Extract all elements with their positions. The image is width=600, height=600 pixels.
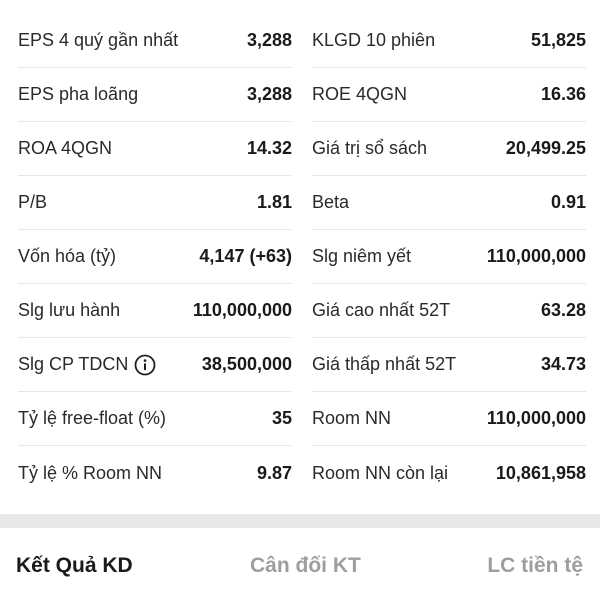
stat-row-foreign-room: Room NN 110,000,000	[312, 392, 586, 446]
stat-label: Giá cao nhất 52T	[312, 300, 451, 320]
stat-label: Beta	[312, 192, 350, 212]
stock-stats-panel: EPS 4 quý gần nhất 3,288 EPS pha loãng 3…	[18, 0, 586, 502]
stat-row-beta: Beta 0.91	[312, 176, 586, 230]
stat-value: 34.73	[540, 354, 586, 374]
stat-value: 14.32	[246, 138, 292, 158]
stat-row-free-float-pct: Tỷ lệ free-float (%) 35	[18, 392, 292, 446]
info-circle-icon[interactable]	[134, 354, 156, 376]
stat-row-free-float-shares: Slg CP TDCN 38,500,000	[18, 338, 292, 392]
stat-row-52w-high: Giá cao nhất 52T 63.28	[312, 284, 586, 338]
stat-row-market-cap: Vốn hóa (tỷ) 4,147 (+63)	[18, 230, 292, 284]
stat-label: ROA 4QGN	[18, 138, 113, 158]
stat-value: 9.87	[256, 462, 292, 483]
stat-row-listed: Slg niêm yết 110,000,000	[312, 230, 586, 284]
stat-value: 20,499.25	[505, 138, 586, 158]
tab-business-results[interactable]: Kết Quả KD	[16, 554, 133, 577]
stat-row-roe: ROE 4QGN 16.36	[312, 68, 586, 122]
stat-row-pb: P/B 1.81	[18, 176, 292, 230]
stat-label: EPS pha loãng	[18, 84, 139, 104]
stat-label: P/B	[18, 192, 48, 212]
stat-value: 16.36	[540, 84, 586, 104]
stat-value: 110,000,000	[486, 408, 586, 428]
stat-label: Slg niêm yết	[312, 246, 412, 266]
stat-row-volume-10: KLGD 10 phiên 51,825	[312, 0, 586, 68]
stat-value: 35	[271, 408, 292, 428]
stat-value: 4,147 (+63)	[199, 246, 292, 266]
stat-label: Room NN	[312, 408, 392, 428]
stat-value: 51,825	[530, 30, 586, 50]
stat-label: Tỷ lệ % Room NN	[18, 462, 163, 483]
stat-row-book-value: Giá trị sổ sách 20,499.25	[312, 122, 586, 176]
stat-label-with-info: Slg CP TDCN	[18, 354, 156, 376]
section-separator	[0, 514, 600, 528]
stat-value: 63.28	[540, 300, 586, 320]
stat-value: 1.81	[256, 192, 292, 212]
stat-label: Giá trị sổ sách	[312, 138, 428, 158]
stat-label: Slg lưu hành	[18, 300, 121, 320]
stat-value: 3,288	[246, 84, 292, 104]
tab-cash-flow[interactable]: LC tiền tệ	[487, 554, 583, 577]
stat-row-roa: ROA 4QGN 14.32	[18, 122, 292, 176]
stat-label: Vốn hóa (tỷ)	[18, 246, 117, 266]
financial-tabs: Kết Quả KD Cân đối KT LC tiền tệ	[0, 528, 600, 600]
stat-label: EPS 4 quý gần nhất	[18, 30, 179, 50]
stats-column-right: KLGD 10 phiên 51,825 ROE 4QGN 16.36 Giá …	[312, 0, 586, 502]
stat-row-foreign-room-remaining: Room NN còn lại 10,861,958	[312, 446, 586, 500]
stat-label: Tỷ lệ free-float (%)	[18, 408, 167, 428]
stat-value: 110,000,000	[486, 246, 586, 266]
stat-label: KLGD 10 phiên	[312, 30, 436, 50]
stats-column-left: EPS 4 quý gần nhất 3,288 EPS pha loãng 3…	[18, 0, 292, 502]
stat-value: 0.91	[550, 192, 586, 212]
stat-row-outstanding: Slg lưu hành 110,000,000	[18, 284, 292, 338]
stat-label: Giá thấp nhất 52T	[312, 354, 457, 374]
stat-row-eps-diluted: EPS pha loãng 3,288	[18, 68, 292, 122]
stat-value: 3,288	[246, 30, 292, 50]
stat-label: ROE 4QGN	[312, 84, 408, 104]
stat-row-eps-4q: EPS 4 quý gần nhất 3,288	[18, 0, 292, 68]
stat-value: 38,500,000	[201, 354, 292, 374]
stat-label: Room NN còn lại	[312, 462, 449, 483]
tab-balance-sheet[interactable]: Cân đối KT	[250, 554, 361, 577]
stat-row-52w-low: Giá thấp nhất 52T 34.73	[312, 338, 586, 392]
stat-value: 110,000,000	[192, 300, 292, 320]
stat-label: Slg CP TDCN	[18, 354, 129, 374]
stat-value: 10,861,958	[495, 462, 586, 483]
stat-row-foreign-room-pct: Tỷ lệ % Room NN 9.87	[18, 446, 292, 500]
